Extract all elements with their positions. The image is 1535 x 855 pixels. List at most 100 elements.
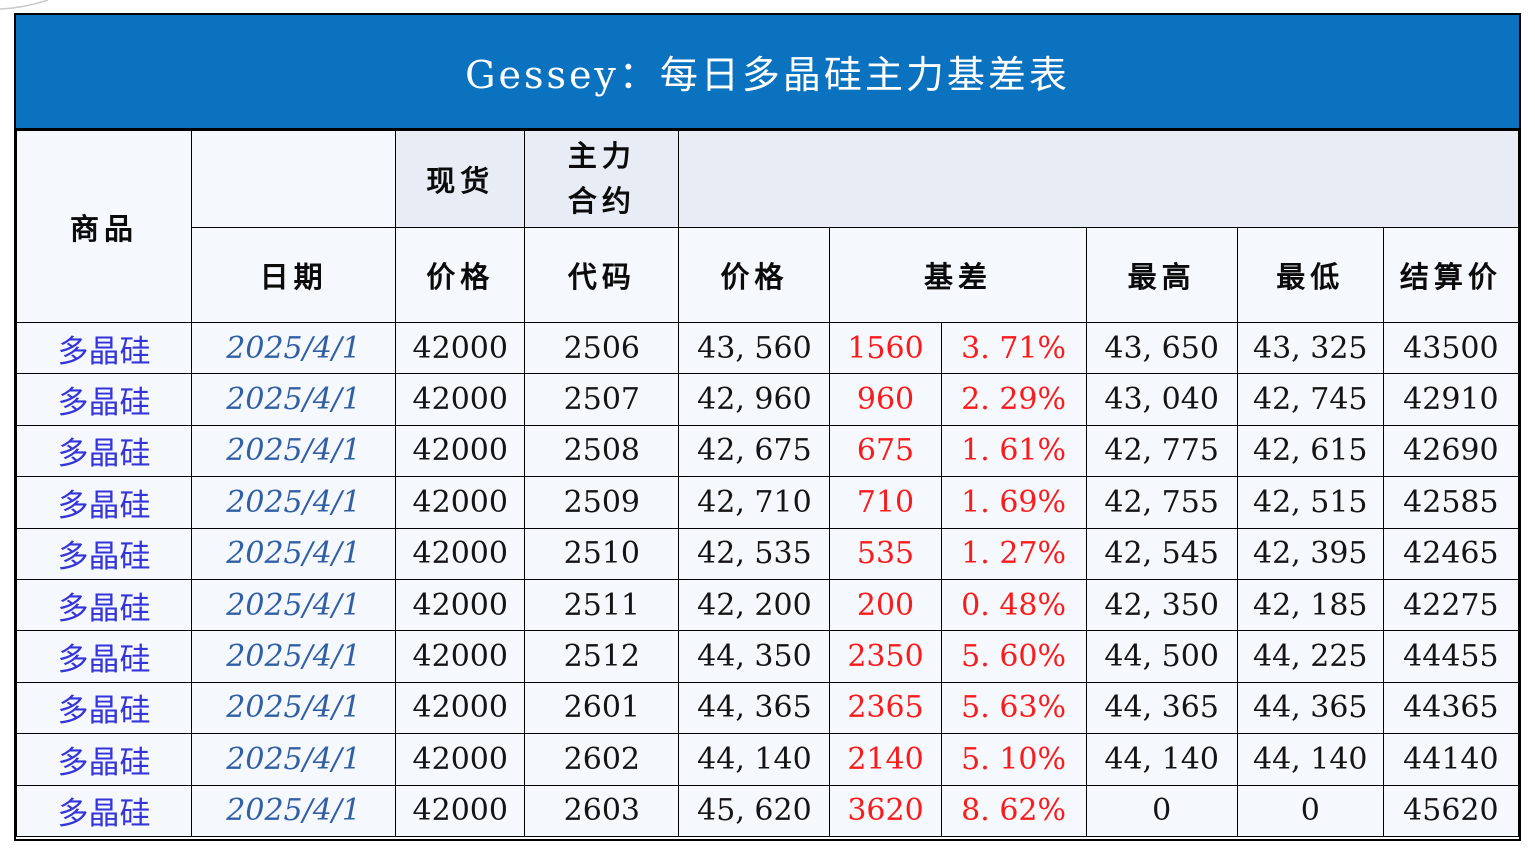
table-row: 多晶硅 2025/4/1 42000 2506 43, 560 1560 3. 71% 43,… [15, 321, 1520, 375]
cell-spot_price: 42000 [395, 681, 526, 735]
cell-spot_price: 42000 [395, 630, 526, 683]
cell-low: 42, 615 [1236, 424, 1384, 478]
cell-product: 多晶硅 [15, 578, 193, 632]
table-row: 多晶硅 2025/4/1 42000 2602 44, 140 2140 5. 10% 44,… [15, 733, 1520, 786]
header-row-2: 日期 价格 代码 价格 基差 最高 最低 结算价 [17, 227, 1520, 323]
cell-date: 2025/4/1 [191, 373, 397, 426]
cell-basis_pct: 0. 48% [940, 578, 1087, 632]
cell-price: 44, 365 [678, 681, 831, 735]
cell-low: 0 [1236, 784, 1384, 838]
cell-settle: 42585 [1382, 476, 1520, 529]
cell-basis_pct: 3. 71% [940, 321, 1087, 375]
header-low: 最低 [1236, 227, 1384, 323]
header-spot: 现货 [395, 130, 526, 228]
cell-spot_price: 42000 [395, 784, 526, 838]
header-date: 日期 [191, 227, 397, 323]
cell-settle: 44365 [1382, 681, 1520, 735]
cell-high: 42, 755 [1085, 476, 1238, 529]
table-row: 多晶硅 2025/4/1 42000 2601 44, 365 2365 5. 63% 44,… [15, 681, 1520, 735]
cell-code: 2509 [524, 476, 680, 529]
cell-settle: 45620 [1382, 784, 1520, 838]
cell-basis_pct: 1. 27% [940, 527, 1087, 580]
cell-settle: 42910 [1382, 373, 1520, 426]
table-area: 商品 现货 主力合约 日期 价格 代码 价格 基差 最高 最低 结算价 多晶 [15, 130, 1520, 838]
cell-spot_price: 42000 [395, 733, 526, 786]
cell-spot_price: 42000 [395, 476, 526, 529]
cell-high: 42, 350 [1085, 578, 1238, 632]
cell-basis_pct: 2. 29% [940, 373, 1087, 426]
cell-code: 2603 [524, 784, 680, 838]
table-row: 多晶硅 2025/4/1 42000 2512 44, 350 2350 5. 60% 44,… [15, 630, 1520, 683]
cell-date: 2025/4/1 [191, 578, 397, 632]
cell-high: 43, 650 [1085, 321, 1238, 375]
cell-price: 43, 560 [678, 321, 831, 375]
cell-settle: 44140 [1382, 733, 1520, 786]
cell-date: 2025/4/1 [191, 630, 397, 683]
header-blank-above-date [191, 130, 397, 228]
cell-price: 42, 960 [678, 373, 831, 426]
cell-date: 2025/4/1 [191, 476, 397, 529]
cell-date: 2025/4/1 [191, 681, 397, 735]
cell-code: 2602 [524, 733, 680, 786]
table-row: 多晶硅 2025/4/1 42000 2511 42, 200 200 0. 48% 42, … [15, 578, 1520, 632]
cell-price: 42, 200 [678, 578, 831, 632]
title-bar: Gessey：每日多晶硅主力基差表 [16, 15, 1519, 130]
cell-low: 43, 325 [1236, 321, 1384, 375]
cell-low: 42, 395 [1236, 527, 1384, 580]
cell-product: 多晶硅 [15, 424, 193, 478]
cell-high: 44, 140 [1085, 733, 1238, 786]
header-product: 商品 [15, 130, 193, 323]
cell-code: 2506 [524, 321, 680, 375]
cell-basis: 710 [829, 476, 942, 529]
cell-basis_pct: 8. 62% [940, 784, 1087, 838]
cell-low: 42, 185 [1236, 578, 1384, 632]
cell-basis_pct: 1. 61% [940, 424, 1087, 478]
cell-product: 多晶硅 [15, 681, 193, 735]
page-title: Gessey：每日多晶硅主力基差表 [465, 53, 1070, 97]
cell-basis_pct: 1. 69% [940, 476, 1087, 529]
cell-code: 2507 [524, 373, 680, 426]
basis-table: 商品 现货 主力合约 日期 价格 代码 价格 基差 最高 最低 结算价 多晶 [15, 130, 1520, 838]
cell-product: 多晶硅 [15, 476, 193, 529]
cell-basis: 200 [829, 578, 942, 632]
header-settle: 结算价 [1382, 227, 1520, 323]
cell-date: 2025/4/1 [191, 733, 397, 786]
cell-high: 44, 365 [1085, 681, 1238, 735]
table-body: 多晶硅 2025/4/1 42000 2506 43, 560 1560 3. 71% 43,… [15, 321, 1520, 838]
cell-product: 多晶硅 [15, 630, 193, 683]
cell-basis: 1560 [829, 321, 942, 375]
cell-spot_price: 42000 [395, 578, 526, 632]
corner-artifact [0, 0, 49, 10]
cell-price: 42, 535 [678, 527, 831, 580]
cell-basis: 3620 [829, 784, 942, 838]
header-high: 最高 [1085, 227, 1238, 323]
cell-low: 42, 515 [1236, 476, 1384, 529]
header-main-contract: 主力合约 [524, 130, 680, 228]
cell-date: 2025/4/1 [191, 424, 397, 478]
cell-high: 43, 040 [1085, 373, 1238, 426]
header-row-1: 商品 现货 主力合约 [15, 130, 1519, 323]
cell-product: 多晶硅 [15, 527, 193, 580]
cell-settle: 44455 [1382, 630, 1520, 683]
cell-high: 42, 775 [1085, 424, 1238, 478]
cell-code: 2511 [524, 578, 680, 632]
cell-date: 2025/4/1 [191, 527, 397, 580]
table-row: 多晶硅 2025/4/1 42000 2507 42, 960 960 2. 29% 43, … [15, 373, 1520, 426]
header-price: 价格 [678, 227, 831, 323]
cell-code: 2508 [524, 424, 680, 478]
header-main-contract-label: 主力合约 [567, 139, 636, 218]
cell-low: 44, 225 [1236, 630, 1384, 683]
cell-low: 42, 745 [1236, 373, 1384, 426]
cell-code: 2601 [524, 681, 680, 735]
cell-code: 2512 [524, 630, 680, 683]
cell-product: 多晶硅 [15, 321, 193, 375]
cell-spot_price: 42000 [395, 527, 526, 580]
cell-low: 44, 140 [1236, 733, 1384, 786]
cell-basis_pct: 5. 63% [940, 681, 1087, 735]
cell-settle: 42465 [1382, 527, 1520, 580]
cell-product: 多晶硅 [15, 373, 193, 426]
cell-basis: 2140 [829, 733, 942, 786]
basis-table-sheet: Gessey：每日多晶硅主力基差表 商品 现货 主力合约 日期 价格 代码 [14, 13, 1521, 841]
table-row: 多晶硅 2025/4/1 42000 2603 45, 620 3620 8. 62% 0 0 4… [15, 784, 1520, 838]
cell-price: 42, 710 [678, 476, 831, 529]
